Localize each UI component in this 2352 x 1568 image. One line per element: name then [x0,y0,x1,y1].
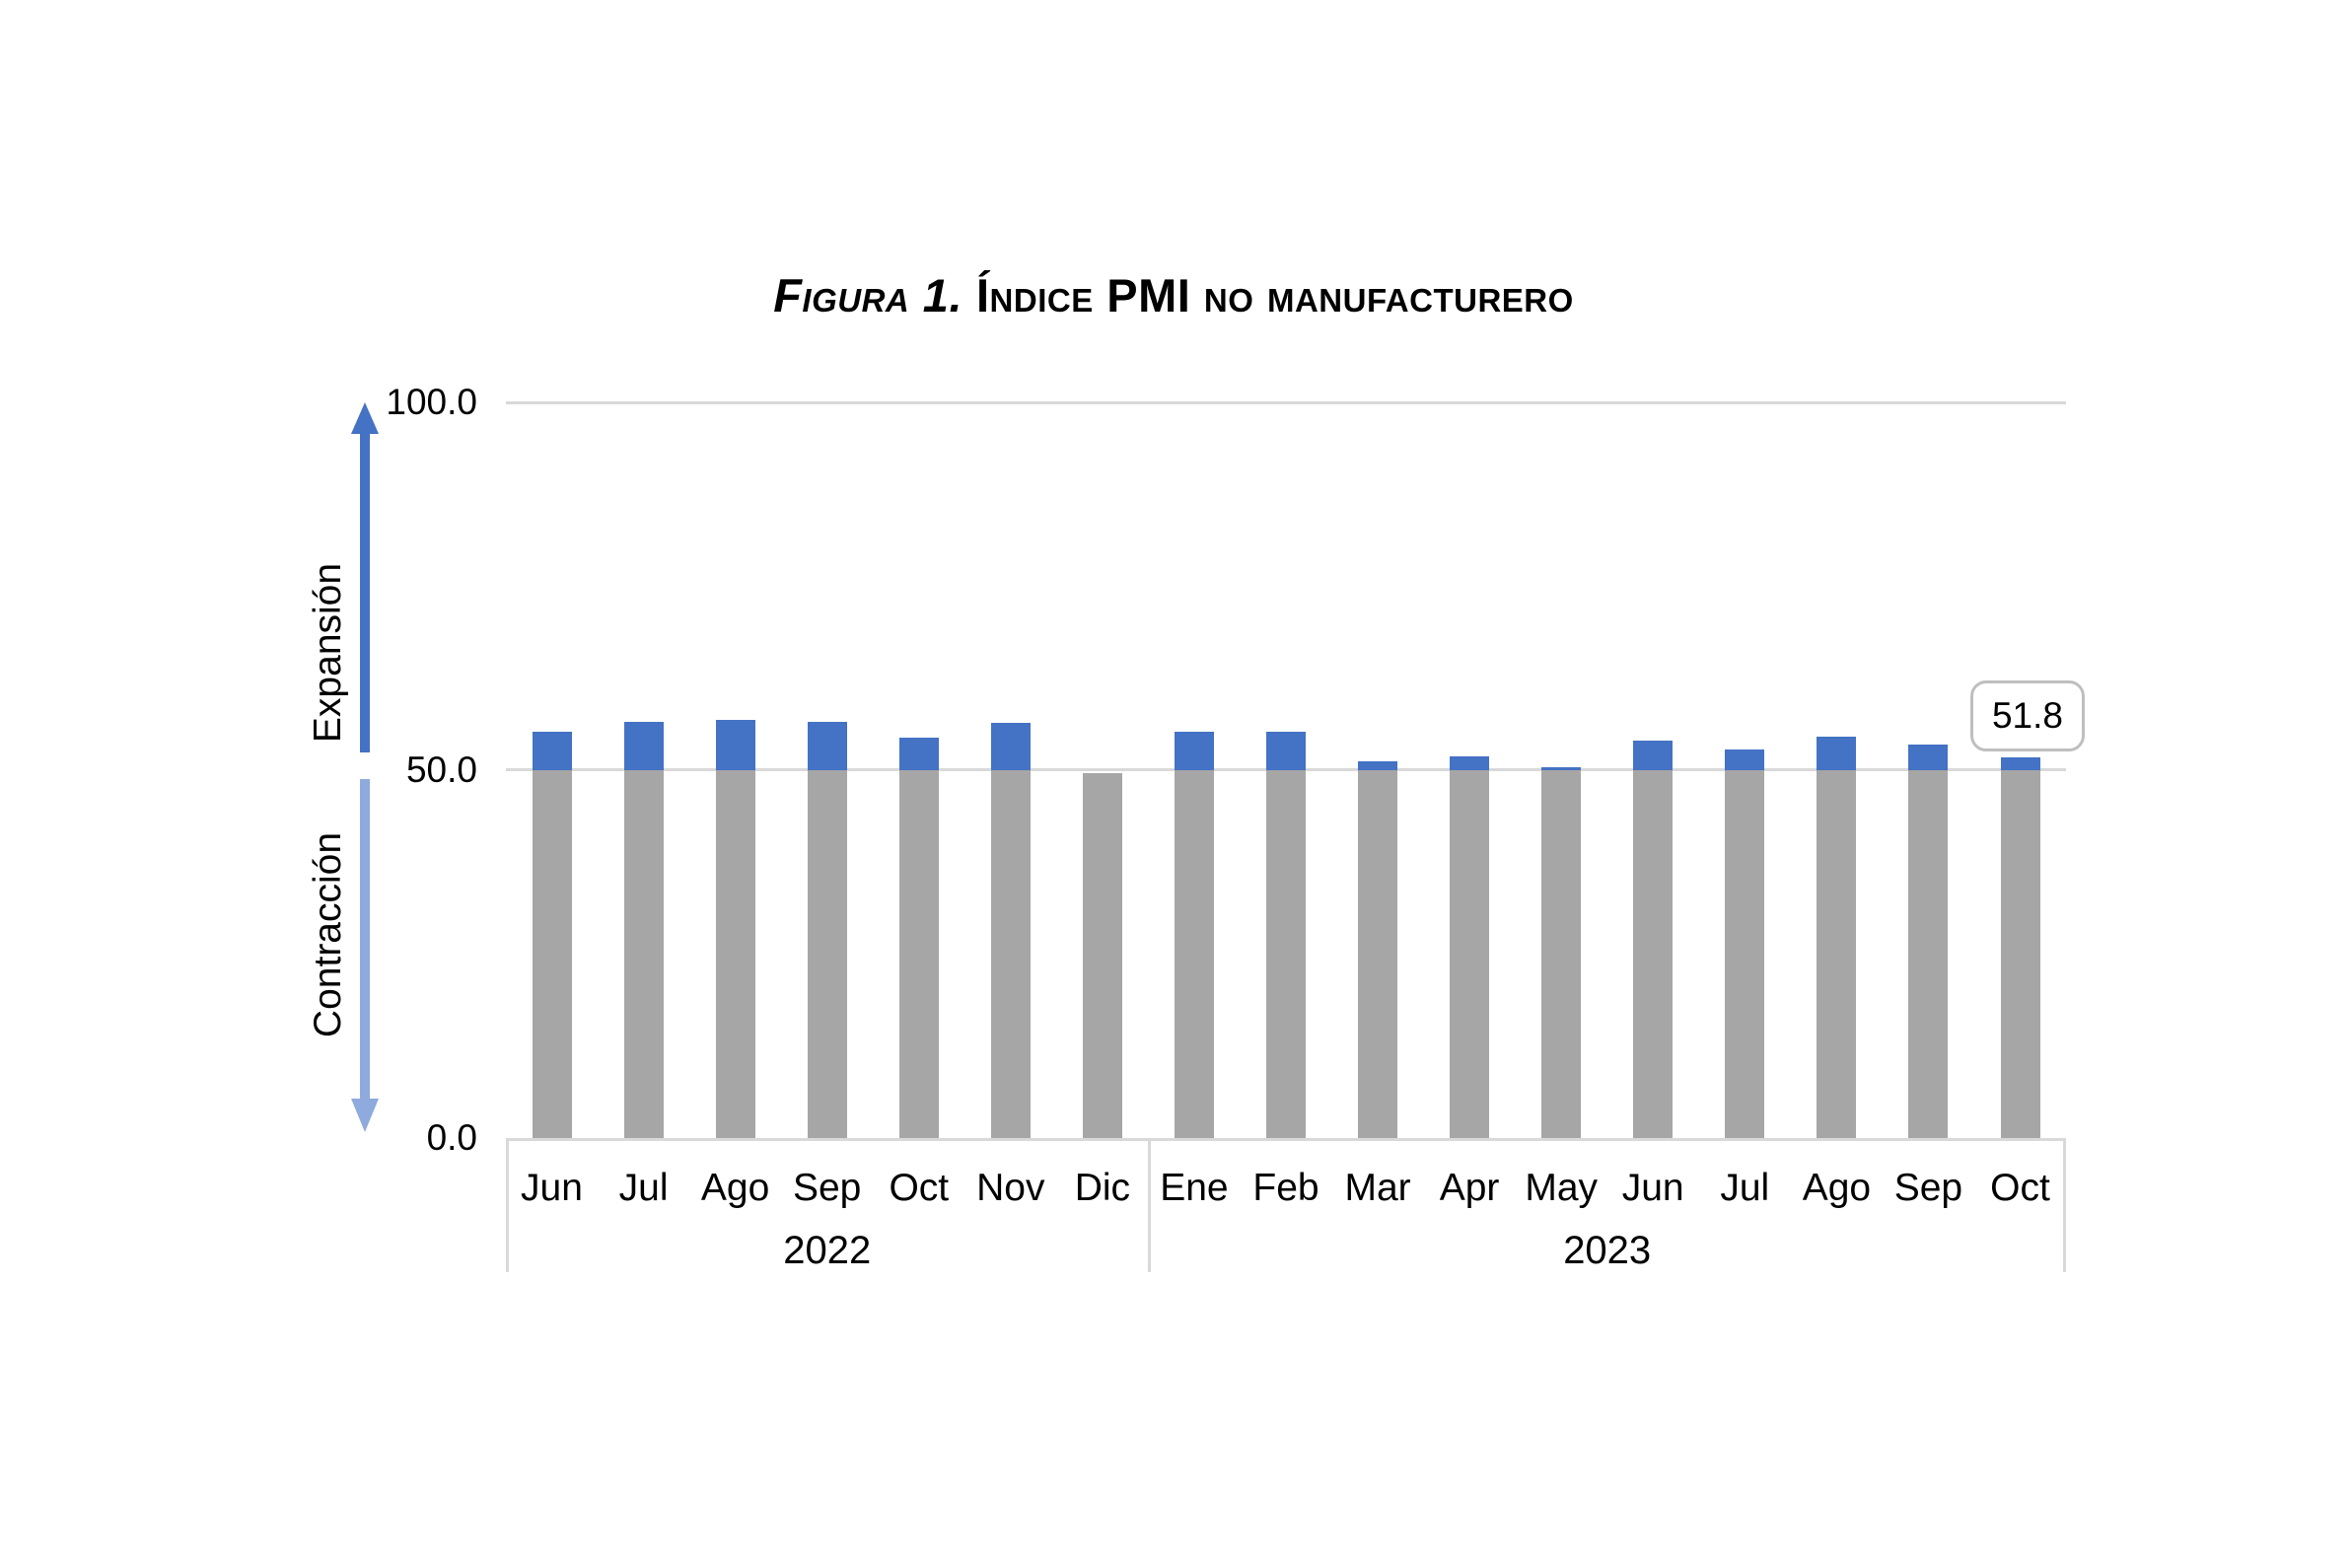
month-label-jun-2022: Jun [521,1167,583,1209]
bar-above-sep-2023 [1908,744,1949,770]
plot-area [506,401,2066,1138]
month-label-jul-2023: Jul [1720,1167,1770,1209]
bar-above-jun-2023 [1633,741,1674,770]
expansion-contraction-arrows [351,402,379,1132]
bar-above-jul-2022 [623,721,664,770]
month-label-sep-2023: Sep [1893,1167,1963,1209]
y-tick-0: 0.0 [426,1117,477,1158]
bar-below-ene-2023 [1174,770,1214,1138]
bar-above-mar-2023 [1358,761,1398,770]
month-label-jun-2023: Jun [1621,1167,1684,1209]
month-label-feb-2023: Feb [1252,1167,1319,1209]
bar-below-jun-2023 [1633,770,1674,1138]
category-axis: Jun Jul Ago Sep Oct Nov Dic Ene Feb Mar Apr May Jun J… [506,1138,2066,1272]
bar-above-apr-2023 [1450,755,1490,770]
month-label-oct-2022: Oct [889,1167,950,1209]
bar-above-ago-2023 [1817,737,1857,770]
month-label-nov-2022: Nov [976,1167,1045,1209]
bar-above-oct-2022 [898,738,939,770]
bar-below-jul-2023 [1725,770,1765,1138]
bar-below-jun-2022 [532,770,572,1138]
month-label-ene-2023: Ene [1160,1167,1229,1209]
last-value-text: 51.8 [1991,695,2063,736]
month-label-ago-2023: Ago [1802,1167,1872,1209]
category-axis-content: Jun Jul Ago Sep Oct Nov Dic Ene Feb Mar Apr May Jun J… [506,1138,2066,1272]
month-label-ago-2022: Ago [700,1167,770,1209]
bar-below-nov-2022 [990,770,1031,1138]
axis-tick-left [506,1138,509,1272]
bar-above-oct-2023 [2000,756,2040,770]
bar-below-sep-2022 [807,770,847,1138]
bar-above-jun-2022 [532,732,572,770]
gridline-100 [506,401,2066,404]
bar-above-sep-2022 [807,721,847,770]
y-tick-100: 100.0 [386,382,477,422]
bar-above-nov-2022 [990,722,1031,770]
bar-below-ago-2022 [715,770,755,1138]
chart-title-prefix: Figura 1. [773,269,962,321]
last-value-callout: 51.8 [1970,680,2085,751]
bar-below-ago-2023 [1817,770,1857,1138]
month-label-jul-2022: Jul [618,1167,669,1209]
month-label-oct-2023: Oct [1990,1167,2050,1209]
chart-title-main: Índice PMI no manufacturero [976,269,1574,321]
bar-above-jul-2023 [1725,749,1765,770]
bar-below-sep-2023 [1908,770,1949,1138]
month-label-may-2023: May [1525,1167,1599,1209]
bar-below-may-2023 [1541,770,1582,1138]
axis-tick-right [2063,1138,2066,1272]
bar-above-may-2023 [1541,767,1582,770]
month-label-apr-2023: Apr [1439,1167,1500,1209]
bar-below-mar-2023 [1358,770,1398,1138]
x-axis-line [506,1138,2066,1141]
bar-above-ago-2022 [715,719,755,770]
y-tick-50: 50.0 [405,749,477,790]
bar-above-feb-2023 [1266,731,1306,770]
month-label-sep-2022: Sep [792,1167,862,1209]
down-arrow-icon [351,779,379,1132]
axis-tick-year-divider [1148,1138,1152,1272]
contraction-label: Contracción [307,831,349,1038]
year-label-2023: 2023 [1563,1229,1652,1272]
bar-below-apr-2023 [1450,770,1490,1138]
bar-below-dic-2022 [1082,773,1122,1138]
month-label-dic-2022: Dic [1074,1167,1131,1209]
bar-above-ene-2023 [1174,732,1214,770]
bar-below-oct-2023 [2000,770,2040,1138]
month-label-mar-2023: Mar [1344,1167,1411,1209]
bars-layer [506,402,2066,1138]
bar-below-oct-2022 [898,770,939,1138]
chart-title: Figura 1. Índice PMI no manufacturero [296,268,2051,322]
year-label-2022: 2022 [783,1229,872,1272]
bar-below-jul-2022 [623,770,664,1138]
bar-below-feb-2023 [1266,770,1306,1138]
up-arrow-icon [351,402,379,752]
